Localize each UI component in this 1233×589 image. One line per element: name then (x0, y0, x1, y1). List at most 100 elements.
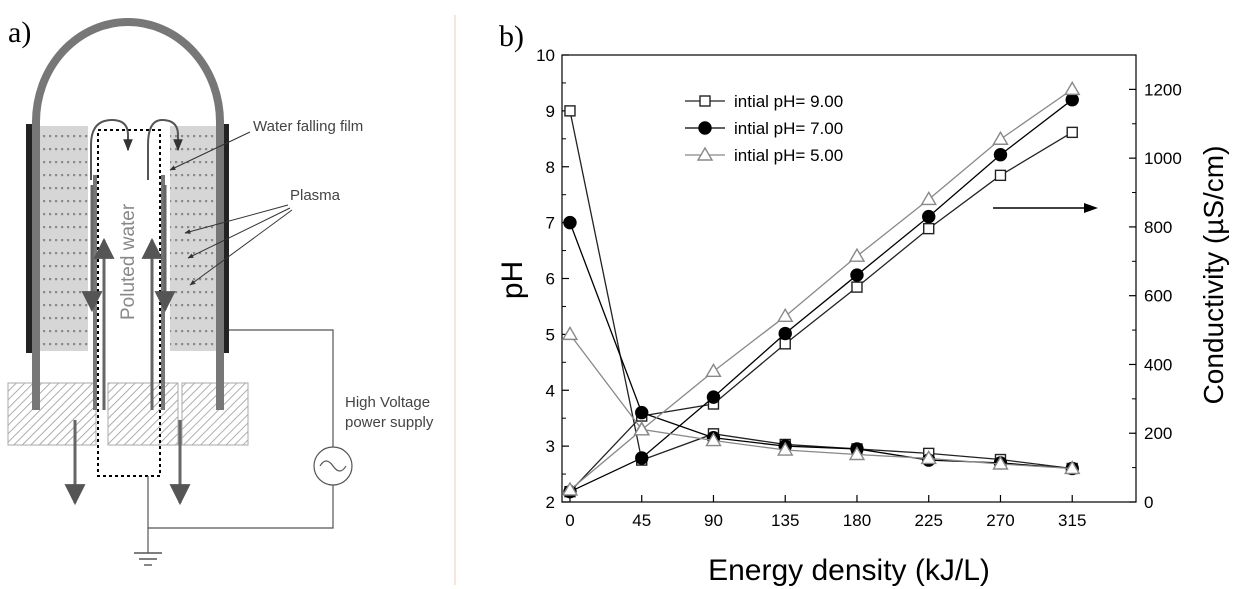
ac-wave-icon (319, 460, 347, 472)
conductivity-point (850, 268, 864, 282)
conductivity-point (633, 421, 650, 436)
plasma-label: Plasma (290, 187, 341, 204)
y-tick-label: 8 (546, 158, 555, 177)
ph-point (564, 105, 576, 117)
y-tick-label: 2 (546, 493, 555, 512)
legend-label: intial pH= 9.00 (734, 92, 843, 111)
x-axis-title: Energy density (kJ/L) (708, 554, 990, 587)
x-axis-ticks: 0 45 90 135 180 225 270 315 (565, 495, 1086, 530)
x-tick-label: 270 (986, 511, 1014, 530)
base-block-center (107, 382, 179, 446)
legend-marker (698, 121, 712, 135)
outer-electrode-right (222, 124, 229, 353)
conductivity-point (923, 222, 935, 235)
y2-tick-label: 400 (1144, 355, 1172, 374)
conductivity-point (778, 326, 792, 341)
ph-point (848, 446, 866, 461)
base-block-left (7, 382, 97, 446)
ph-point (1064, 460, 1081, 475)
water-film-pointer (169, 131, 251, 171)
conductivity-point (993, 148, 1008, 162)
ph-line (569, 333, 1073, 470)
y-tick-label: 6 (546, 270, 555, 289)
series-layer (561, 80, 1081, 499)
conductivity-point (779, 338, 791, 350)
polluted-water-label: Poluted water (118, 203, 139, 320)
y-tick-label: 10 (536, 46, 555, 65)
y-tick-label: 9 (546, 102, 555, 121)
power-supply-label-line2: power supply (345, 414, 434, 431)
series-triangle (561, 80, 1081, 496)
y-tick-label: 3 (546, 437, 555, 456)
ph-point (705, 432, 722, 447)
ph-point (777, 441, 794, 456)
plasma-pointer-2 (187, 207, 291, 259)
conductivity-point (994, 169, 1007, 182)
conductivity-point (635, 451, 649, 465)
y-tick-label: 5 (546, 325, 555, 344)
circuit-wire (229, 329, 334, 447)
x-tick-label: 45 (632, 511, 651, 530)
conductivity-axis-arrowhead (1084, 203, 1098, 213)
x-tick-label: 0 (565, 511, 574, 530)
base-block-right (181, 382, 249, 446)
legend-marker (699, 95, 711, 107)
y2-tick-label: 1000 (1144, 149, 1182, 168)
y2-tick-label: 600 (1144, 287, 1172, 306)
conductivity-point (705, 362, 722, 378)
conductivity-line (569, 88, 1073, 491)
panel-a-label: a) (8, 16, 31, 49)
legend: intial pH= 9.00 intial pH= 7.00 intial pH=… (685, 92, 843, 165)
conductivity-point (851, 281, 863, 293)
conductivity-point (992, 130, 1009, 145)
ph-point (992, 455, 1009, 470)
power-supply-label-line1: High Voltage (345, 394, 430, 411)
ph-point (563, 215, 577, 230)
reactor-dome (32, 18, 224, 410)
plasma-region-left (38, 126, 88, 351)
legend-marker (696, 146, 714, 161)
x-tick-label: 225 (915, 511, 943, 530)
conductivity-point (777, 307, 794, 323)
conductivity-point (561, 481, 579, 496)
x-tick-label: 135 (771, 511, 799, 530)
conductivity-point (848, 247, 866, 262)
x-tick-label: 90 (704, 511, 723, 530)
plasma-pointer-1 (184, 204, 289, 234)
y2-axis-title: Conductivity (µS/cm) (1198, 146, 1229, 405)
legend-label: intial pH= 5.00 (734, 146, 843, 165)
y2-tick-label: 200 (1144, 424, 1172, 443)
ph-point (561, 325, 579, 341)
y-axis-title: pH (496, 261, 529, 299)
legend-label: intial pH= 7.00 (734, 119, 843, 138)
y2-tick-label: 0 (1144, 493, 1153, 512)
x-tick-label: 315 (1058, 511, 1086, 530)
x-tick-label: 180 (843, 511, 871, 530)
y-tick-label: 7 (546, 214, 555, 233)
conductivity-line (569, 99, 1073, 493)
film-hook-arrow-left (90, 118, 133, 180)
conductivity-point (922, 209, 936, 224)
ph-point (635, 405, 649, 420)
outer-electrode-left (26, 124, 33, 353)
plasma-pointer-3 (189, 209, 293, 286)
y-axis-ticks: 2 3 4 5 6 7 8 9 10 (536, 46, 569, 512)
conductivity-point (706, 390, 721, 404)
y2-axis-ticks: 0 200 400 600 800 1000 1200 (1129, 54, 1182, 512)
plasma-region-right (170, 126, 220, 351)
conductivity-point (920, 191, 937, 206)
conductivity-point (1066, 126, 1078, 139)
y-tick-label: 4 (546, 381, 555, 400)
film-hook-arrow-right (147, 118, 183, 180)
y2-tick-label: 1200 (1144, 80, 1182, 99)
ph-line (569, 110, 1073, 470)
conductivity-point (1064, 80, 1081, 96)
reactor-diagram: a) Poluted water Water falling film Plas… (7, 15, 456, 585)
conductivity-point (1065, 92, 1079, 107)
y2-tick-label: 800 (1144, 218, 1172, 237)
circuit-return-wire (148, 485, 334, 529)
ground-icon (134, 552, 162, 566)
ph-point (920, 450, 937, 465)
conductivity-line (569, 131, 1073, 493)
